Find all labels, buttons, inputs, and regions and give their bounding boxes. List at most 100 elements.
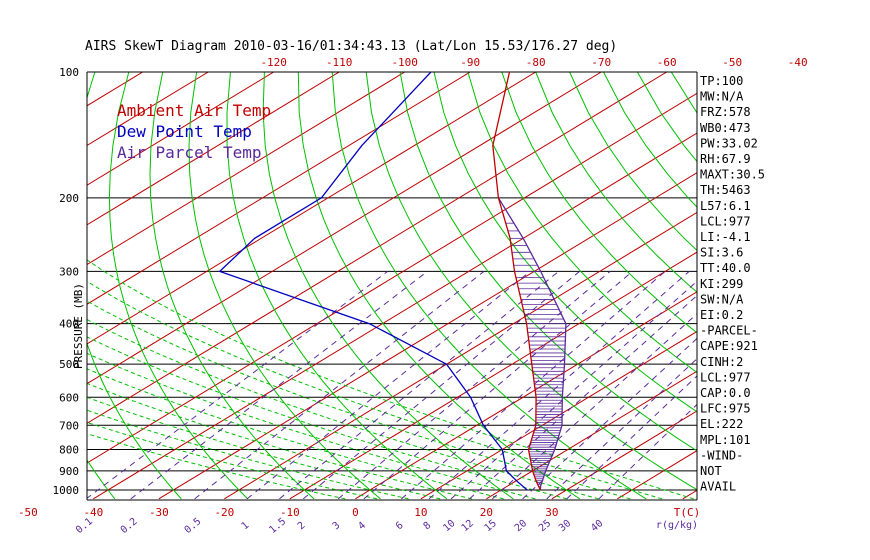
moist-adiabat-line [87,280,663,500]
isotherm-line [87,72,209,147]
dry-adiabat-line [226,72,448,500]
index-line: CAP:0.0 [700,386,751,400]
index-line: MW:N/A [700,90,744,104]
mixing-ratio-line [522,337,697,500]
dry-adiabat-line [535,72,697,293]
index-line: CINH:2 [700,355,743,369]
index-line: TT:40.0 [700,261,751,275]
index-line: MAXT:30.5 [700,168,765,182]
isotherm-line [158,172,697,500]
plot-frame [86,71,698,501]
dry-adiabat-line [841,72,870,499]
mixing-ratio-tick-label: 12 [460,518,476,534]
moist-adiabat-line [87,433,346,500]
mixing-ratio-line [246,271,531,500]
top-temp-tick-label: -50 [722,56,742,69]
pressure-tick-label: 1000 [53,484,80,497]
mixing-ratio-tick-label: 8 [422,520,434,532]
mixing-ratio-tick-label: 0.1 [74,516,95,536]
pressure-tick-label: 300 [59,265,79,278]
index-line: TH:5463 [700,183,751,197]
mixing-ratio-tick-label: 6 [394,520,406,532]
ambient-temp-line [492,72,541,491]
mixing-ratio-tick-label: 20 [513,518,529,534]
dry-adiabat-line [807,72,870,499]
bottom-temp-tick-label: -50 [18,506,38,519]
index-line: SI:3.6 [700,246,743,260]
isotherm-line [420,330,697,500]
isotherm-line [551,410,697,500]
dry-adiabat-line [569,72,697,252]
legend-entry: Ambient Air Temp [117,101,271,120]
dry-adiabat-line [773,72,870,499]
moist-adiabat-line [87,318,599,500]
mixing-ratio-tick-label: 25 [537,518,553,534]
mixing-ratio-tick-label: 1 [240,520,252,532]
parcel-temp-line [497,197,567,491]
legend: Ambient Air Temp Dew Point Temp Air Parcel… [117,101,271,162]
mixing-ratio-tick-label: 30 [557,518,573,534]
y-axis-label: PRESSURE (MB) [72,283,85,369]
index-line: CAPE:921 [700,339,758,353]
mixing-ratio-line [87,271,388,499]
top-temp-tick-label: -80 [526,56,546,69]
top-temp-tick-label: -110 [326,56,353,69]
isotherm-line [87,72,471,305]
dry-adiabat-line [365,72,697,491]
pressure-tick-label: 900 [59,465,79,478]
index-line: TP:100 [700,74,743,88]
top-temp-tick-label: -60 [657,56,677,69]
pressure-tick-label: 700 [59,419,79,432]
profiles [218,72,567,491]
mixing-ratio-line [279,271,559,500]
isotherm-line [93,132,697,500]
index-line: MPL:101 [700,433,751,447]
dew-point-line [218,72,528,491]
moist-adiabat-line [87,382,473,500]
isotherm-line [355,291,697,500]
mixing-ratio-line [566,375,697,500]
bottom-temp-tick-label: -40 [83,506,103,519]
moist-adiabat-line [87,368,504,500]
top-temp-tick-label: -90 [460,56,480,69]
dry-adiabat-line [399,72,697,452]
grid-lines [0,72,870,500]
index-line: WB0:473 [700,121,751,135]
index-line: FRZ:578 [700,105,751,119]
dry-adiabat-line [467,72,697,374]
mixing-ratio-tick-label: 40 [589,518,605,534]
isotherm-line [87,92,697,464]
mixing-ratio-tick-label: 15 [483,518,499,534]
index-line: PW:33.02 [700,136,758,150]
isotherm-line [87,72,667,424]
mixing-ratio-line [450,280,697,500]
index-line: -WIND- [700,448,743,462]
moist-adiabat-line [87,409,409,500]
bottom-temp-tick-label: 0 [352,506,359,519]
top-temp-tick-label: -100 [391,56,418,69]
mixing-ratio-line [363,271,633,500]
dry-adiabat-line [297,72,581,500]
isotherm-line [486,370,697,500]
mixing-ratio-line [546,358,697,500]
index-line: NOT [700,464,722,478]
pressure-tick-label: 400 [59,318,79,331]
isotherm-line [0,72,77,499]
isotherm-line [87,72,405,266]
isotherm-line [87,72,340,226]
isotherm-line [0,72,12,499]
mixing-ratio-tick-label: 0.5 [183,516,204,536]
mixing-ratio-line [130,271,428,500]
bottom-temp-tick-label: -30 [149,506,169,519]
dry-adiabat-line [262,72,514,500]
mixing-ratio-unit-label: r(g/kg) [656,520,698,531]
top-temp-tick-label: -120 [260,56,287,69]
mixing-ratio-tick-label: 3 [331,520,343,532]
mixing-ratio-line [492,313,697,500]
legend-entry: Dew Point Temp [117,122,252,141]
mixing-ratio-tick-label: 2 [296,520,308,532]
top-temp-tick-label: -40 [788,56,808,69]
